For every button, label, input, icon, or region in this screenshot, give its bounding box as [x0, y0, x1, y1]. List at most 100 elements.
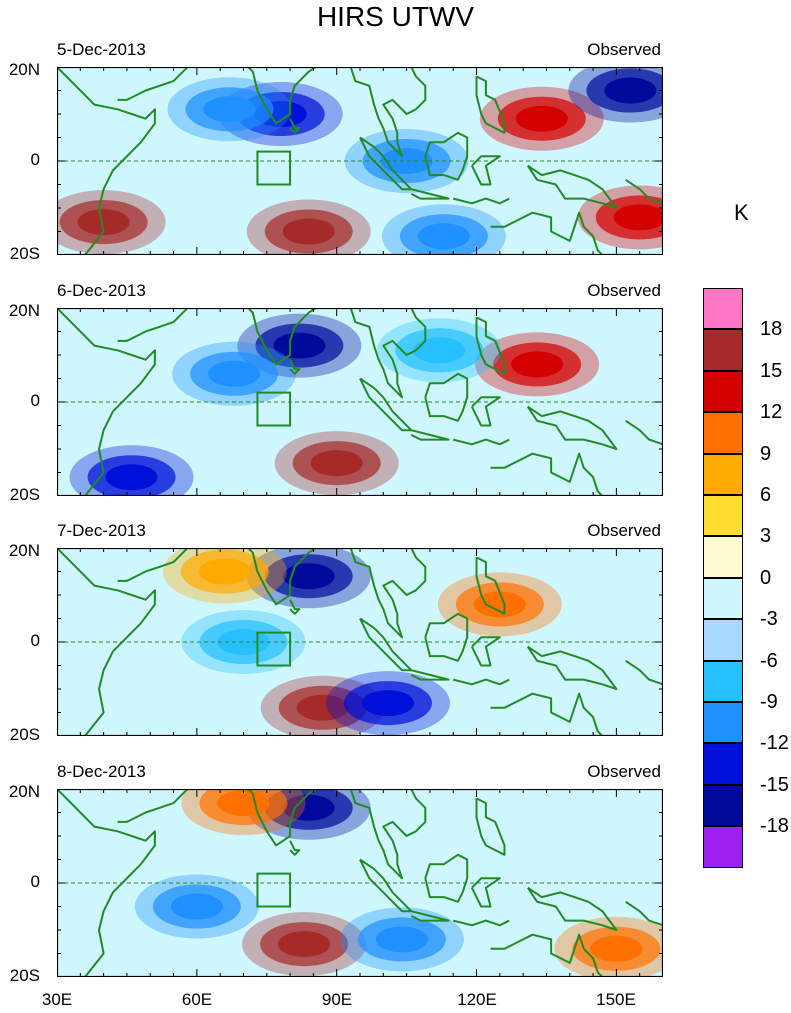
colorbar-unit: K	[734, 200, 749, 225]
anomaly-core	[613, 204, 663, 231]
anomaly-core	[77, 209, 130, 236]
map-panel-4: 8-Dec-2013 Observed 20N 0 20S	[0, 762, 791, 985]
map-frame	[57, 789, 663, 977]
panel-status: Observed	[587, 40, 661, 59]
coastline	[526, 164, 618, 209]
lon-label-120e: 120E	[457, 990, 497, 1009]
coastline	[452, 197, 510, 205]
colorbar-box	[703, 743, 743, 785]
lat-label-20s: 20S	[9, 244, 40, 263]
anomaly-cell	[172, 341, 297, 406]
anomaly-core	[473, 591, 526, 618]
lat-label-eq: 0	[30, 391, 40, 410]
colorbar-level-label: 6	[760, 484, 772, 506]
lat-label-20n: 20N	[8, 782, 40, 801]
colorbar-box	[703, 495, 743, 537]
anomaly-core	[282, 218, 335, 245]
map-panel-2: 6-Dec-2013 Observed 20N 0 20S	[0, 281, 791, 504]
lat-label-20s: 20S	[9, 966, 40, 985]
colorbar-box	[703, 536, 743, 578]
coastline	[289, 599, 301, 615]
coastline	[490, 692, 604, 736]
lon-label-150e: 150E	[596, 990, 636, 1009]
coastline	[57, 789, 156, 977]
coastline	[625, 178, 663, 205]
coastline	[452, 678, 510, 686]
coastline	[246, 548, 318, 606]
colorbar	[703, 288, 745, 868]
lat-label-20n: 20N	[8, 541, 40, 560]
colorbar-level-label: -3	[760, 608, 778, 631]
map-panel-1: 5-Dec-2013 Observed 20N 0 20S	[0, 40, 791, 263]
lat-label-20s: 20S	[9, 485, 40, 504]
colorbar-box	[703, 660, 743, 702]
anomaly-core	[198, 558, 251, 585]
coastline	[471, 636, 501, 667]
coastline	[57, 67, 156, 255]
lat-label-20n: 20N	[8, 60, 40, 79]
coastline	[475, 797, 506, 856]
coastline	[424, 853, 469, 903]
panel-status: Observed	[587, 281, 661, 300]
anomaly-core	[217, 790, 270, 817]
panel-date: 7-Dec-2013	[57, 521, 146, 540]
lat-label-20s: 20S	[9, 725, 40, 744]
anomaly-core	[208, 360, 261, 387]
coastline	[475, 75, 506, 134]
coastline	[452, 919, 510, 927]
coastline	[526, 886, 618, 931]
map-field	[57, 308, 663, 496]
colorbar-box	[703, 826, 743, 868]
coastline	[526, 645, 618, 690]
anomaly-cell	[554, 916, 663, 977]
anomaly-core	[310, 450, 363, 477]
coastline	[490, 452, 604, 496]
coastline	[117, 308, 189, 342]
coastline	[246, 308, 318, 366]
coastline	[625, 419, 663, 446]
anomaly-cell	[325, 671, 450, 736]
colorbar-box	[703, 453, 743, 495]
anomaly-cell	[568, 67, 663, 123]
anomaly-core	[105, 464, 158, 491]
coastline	[57, 548, 156, 736]
coastline	[289, 359, 301, 375]
panel-date: 6-Dec-2013	[57, 281, 146, 300]
colorbar-box	[703, 412, 743, 454]
colorbar-level-label: 9	[760, 442, 772, 465]
lat-label-eq: 0	[30, 631, 40, 650]
coastline	[410, 188, 450, 200]
panel-status: Observed	[587, 762, 661, 781]
coastline	[526, 405, 618, 450]
anomaly-core	[511, 351, 564, 378]
panel-date: 5-Dec-2013	[57, 40, 146, 59]
coastline	[117, 789, 189, 823]
colorbar-level-label: 3	[760, 525, 772, 548]
lat-label-20n: 20N	[8, 301, 40, 320]
colorbar-level-label: -9	[760, 691, 778, 713]
colorbar-level-label: -12	[760, 732, 789, 755]
coastline	[452, 438, 510, 446]
anomaly-cell	[246, 548, 371, 609]
lat-label-eq: 0	[30, 150, 40, 169]
anomaly-core	[375, 926, 428, 953]
anomaly-cell	[377, 318, 502, 383]
coastline	[471, 396, 501, 427]
anomaly-cell	[246, 199, 371, 255]
colorbar-box	[703, 577, 743, 620]
colorbar-box	[703, 619, 743, 661]
coastline	[117, 548, 189, 582]
colorbar-box	[703, 784, 743, 827]
colorbar-box	[703, 370, 743, 413]
map-frame	[57, 308, 663, 496]
panel-date: 8-Dec-2013	[57, 762, 146, 781]
coastline	[475, 316, 506, 375]
anomaly-cell	[242, 912, 367, 977]
anomaly-cell	[274, 431, 399, 496]
anomaly-core	[361, 690, 414, 717]
coastline	[625, 659, 663, 686]
colorbar-level-label: -6	[760, 649, 778, 672]
coastline	[289, 840, 301, 856]
coastline	[625, 900, 663, 927]
